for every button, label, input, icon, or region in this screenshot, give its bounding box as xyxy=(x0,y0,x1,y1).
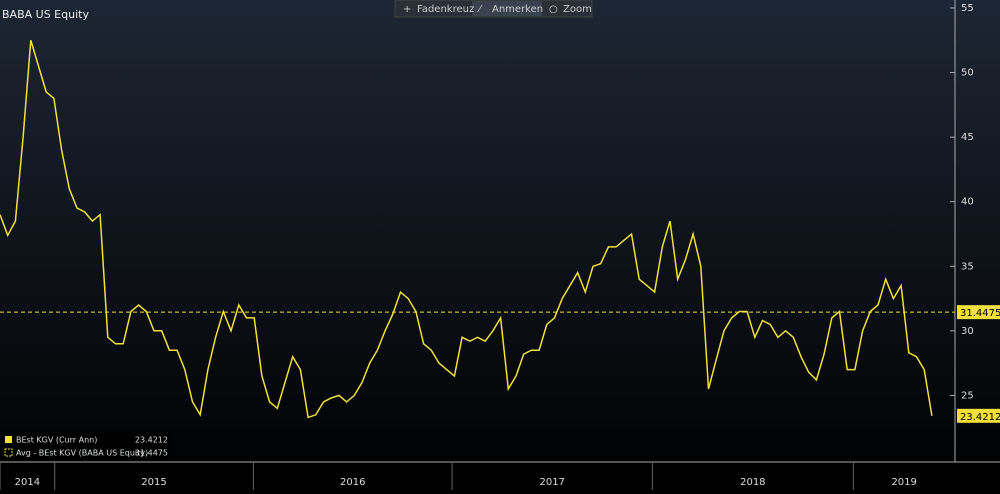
legend-value: 23.4212 xyxy=(135,436,168,445)
legend-label: BEst KGV (Curr Ann) xyxy=(16,436,97,445)
x-tick-label: 2017 xyxy=(539,477,564,488)
toolbar-icon: ○ xyxy=(549,4,558,15)
legend-swatch xyxy=(4,448,13,457)
toolbar-button[interactable]: Zoom xyxy=(563,4,592,15)
y-tick-label: 30 xyxy=(961,326,974,337)
toolbar-active xyxy=(472,1,542,16)
legend-value: 31.4475 xyxy=(135,449,168,458)
value-label: 31.4475 xyxy=(960,308,1000,319)
toolbar-icon: + xyxy=(403,4,411,15)
y-tick-label: 25 xyxy=(961,390,974,401)
toolbar-button[interactable]: Anmerken xyxy=(492,4,543,15)
y-tick-label: 50 xyxy=(961,68,974,79)
x-axis-band xyxy=(0,462,1000,490)
x-tick-label: 2015 xyxy=(141,477,166,488)
value-box xyxy=(957,305,1000,320)
legend-bg xyxy=(0,432,172,460)
x-tick-label: 2016 xyxy=(340,477,365,488)
y-tick-label: 55 xyxy=(961,3,974,14)
value-box xyxy=(957,408,1000,423)
toolbar-icon: ⁄ xyxy=(477,4,483,15)
x-tick-label: 2019 xyxy=(891,477,916,488)
legend-label: Avg - BEst KGV (BABA US Equity) xyxy=(16,449,148,458)
legend-swatch xyxy=(5,436,12,443)
x-tick-label: 2018 xyxy=(740,477,765,488)
y-tick-label: 40 xyxy=(961,197,974,208)
toolbar: + Fadenkreuz ⁄ Anmerken ○ Zoom xyxy=(394,0,593,18)
value-label: 23.4212 xyxy=(960,412,1000,423)
series-line xyxy=(0,39,933,419)
x-tick-label: 2014 xyxy=(15,477,40,488)
y-tick-label: 45 xyxy=(961,132,974,143)
toolbar-button[interactable]: Fadenkreuz xyxy=(417,4,474,15)
y-tick-label: 35 xyxy=(961,261,974,272)
chart-title: BABA US Equity xyxy=(2,8,89,21)
